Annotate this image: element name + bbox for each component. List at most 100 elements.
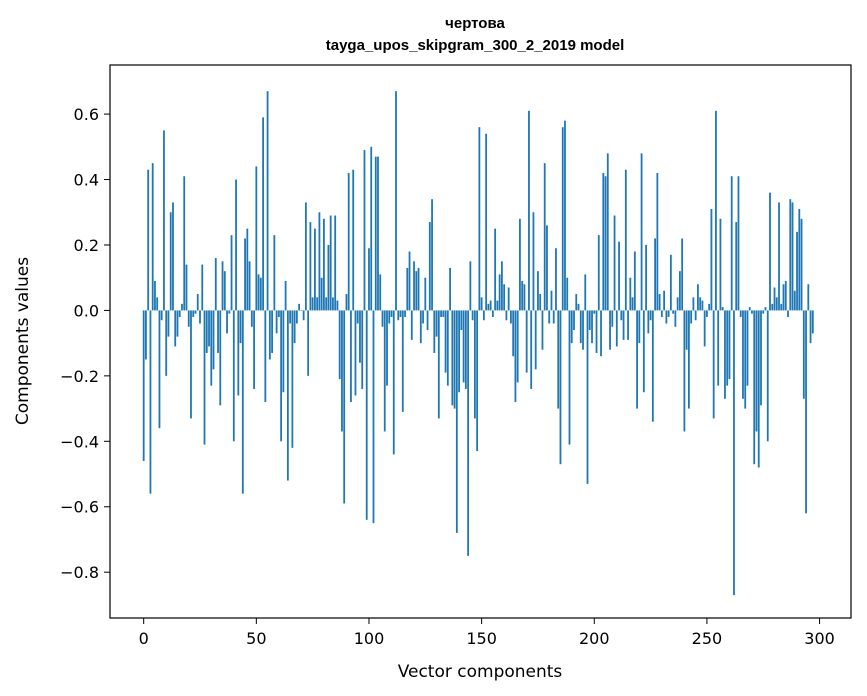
bar-189 <box>568 310 571 445</box>
bar-66 <box>291 310 294 448</box>
bar-54 <box>264 310 267 403</box>
bar-270 <box>751 310 753 314</box>
bar-146 <box>471 310 474 321</box>
bar-222 <box>642 310 645 393</box>
bar-78 <box>318 212 321 311</box>
bar-297 <box>811 310 814 334</box>
bar-129 <box>433 310 436 353</box>
bar-291 <box>798 208 801 311</box>
bar-267 <box>744 310 747 409</box>
bar-16 <box>178 310 181 317</box>
bar-259 <box>726 310 729 386</box>
bar-208 <box>611 310 614 327</box>
bar-143 <box>464 310 467 389</box>
bar-111 <box>392 310 395 455</box>
bar-14 <box>174 310 177 347</box>
x-tick-label: 100 <box>354 629 385 648</box>
bar-152 <box>485 133 488 311</box>
bar-22 <box>192 310 195 317</box>
bar-198 <box>588 310 591 331</box>
bar-48 <box>250 310 253 327</box>
bar-122 <box>417 267 420 311</box>
bar-237 <box>676 297 679 311</box>
bar-234 <box>669 254 672 311</box>
bar-76 <box>314 228 316 311</box>
bar-31 <box>212 310 215 370</box>
bar-116 <box>404 310 406 317</box>
bar-201 <box>595 310 598 353</box>
bar-7 <box>158 310 161 429</box>
bar-284 <box>782 284 785 311</box>
bar-42 <box>237 310 240 396</box>
bar-220 <box>638 310 641 344</box>
y-tick-label: 0.6 <box>74 105 99 124</box>
bar-163 <box>510 310 512 324</box>
bar-46 <box>246 228 249 311</box>
bar-69 <box>298 303 301 311</box>
bar-203 <box>600 310 602 357</box>
bar-150 <box>480 297 483 311</box>
bar-37 <box>226 310 228 334</box>
bar-188 <box>566 277 569 311</box>
bar-145 <box>469 261 472 311</box>
bar-282 <box>778 202 780 311</box>
bar-82 <box>327 244 330 311</box>
bar-277 <box>766 310 769 442</box>
bar-180 <box>548 310 551 324</box>
bar-177 <box>541 310 544 350</box>
bar-181 <box>550 290 553 311</box>
bar-9 <box>163 130 165 311</box>
bar-288 <box>791 202 794 311</box>
bar-106 <box>381 310 384 327</box>
bar-161 <box>505 310 508 321</box>
bar-104 <box>377 156 379 311</box>
bar-89 <box>343 310 346 504</box>
bar-197 <box>586 310 589 484</box>
bar-147 <box>473 310 476 419</box>
x-tick-label: 0 <box>139 629 149 648</box>
bar-236 <box>674 310 677 327</box>
bar-192 <box>575 294 578 311</box>
bar-182 <box>552 310 555 324</box>
bar-215 <box>627 310 629 340</box>
bar-6 <box>156 297 159 311</box>
bar-99 <box>365 310 368 520</box>
bar-136 <box>449 267 451 311</box>
bar-154 <box>489 300 492 311</box>
bar-265 <box>739 310 742 317</box>
bar-164 <box>512 310 515 357</box>
bar-262 <box>733 310 735 596</box>
bar-60 <box>277 310 280 317</box>
bar-295 <box>807 284 810 311</box>
bar-19 <box>185 264 188 311</box>
bar-57 <box>271 310 273 353</box>
bar-100 <box>368 248 370 311</box>
bar-101 <box>370 146 373 311</box>
bar-63 <box>284 280 287 311</box>
bar-94 <box>354 310 357 396</box>
bar-29 <box>208 310 210 347</box>
bar-38 <box>228 310 231 314</box>
bar-77 <box>316 297 319 311</box>
bar-51 <box>257 274 260 311</box>
bar-273 <box>757 310 760 468</box>
bar-64 <box>286 310 289 481</box>
bar-211 <box>618 241 620 311</box>
y-tick-label: −0.4 <box>60 432 99 451</box>
bar-245 <box>694 310 697 321</box>
bar-27 <box>203 310 206 445</box>
bar-249 <box>703 310 706 347</box>
bar-33 <box>217 310 219 353</box>
bar-96 <box>359 310 361 363</box>
bar-190 <box>570 310 573 344</box>
bar-204 <box>602 172 605 311</box>
bar-80 <box>323 218 325 311</box>
bar-276 <box>764 307 767 311</box>
bar-219 <box>636 310 638 409</box>
bar-269 <box>748 307 751 311</box>
bar-293 <box>802 310 805 399</box>
bar-45 <box>244 238 246 311</box>
bar-279 <box>771 303 774 311</box>
bar-92 <box>350 310 352 403</box>
bar-157 <box>496 300 499 311</box>
